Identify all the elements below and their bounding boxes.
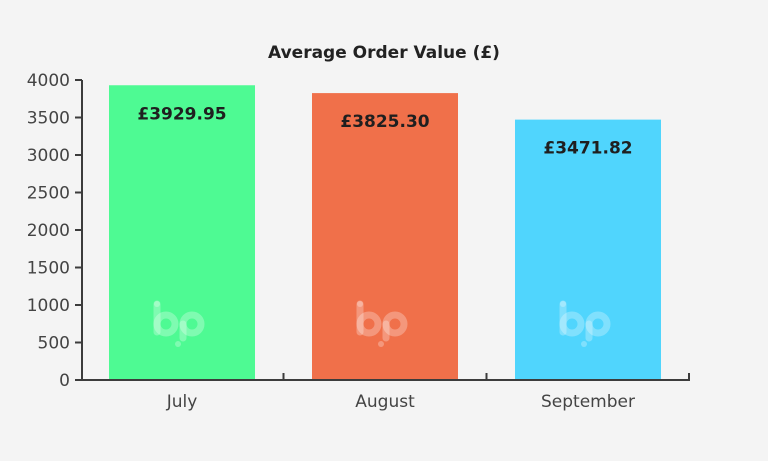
bp-logo-icon	[559, 300, 611, 347]
bp-logo-icon	[356, 300, 408, 347]
x-tick-label: July	[166, 392, 198, 412]
y-tick-label: 3000	[27, 146, 70, 166]
bar-august	[312, 93, 458, 380]
bar-september	[515, 119, 661, 381]
y-tick-label: 1500	[27, 259, 70, 279]
y-tick-label: 4000	[27, 71, 70, 91]
x-axis: July August September	[82, 373, 690, 412]
y-tick-label: 0	[59, 371, 70, 391]
data-label: £3929.95	[137, 104, 226, 124]
y-tick-label: 1000	[27, 296, 70, 316]
y-tick-label: 2000	[27, 221, 70, 241]
bar-july	[109, 85, 255, 380]
chart-title: Average Order Value (£)	[268, 43, 500, 63]
x-tick-label: September	[541, 392, 635, 412]
bars: £3929.95 £3825.30 £3471.82	[109, 85, 661, 381]
data-label: £3471.82	[543, 139, 632, 159]
bp-logo-icon	[153, 300, 205, 347]
y-tick-label: 500	[38, 334, 70, 354]
y-tick-label: 2500	[27, 184, 70, 204]
data-label: £3825.30	[340, 112, 429, 132]
y-tick-label: 3500	[27, 109, 70, 129]
x-tick-label: August	[355, 392, 415, 412]
y-axis: 0 500 1000 1500 2000 2500 3000 3500 4000	[27, 71, 83, 391]
